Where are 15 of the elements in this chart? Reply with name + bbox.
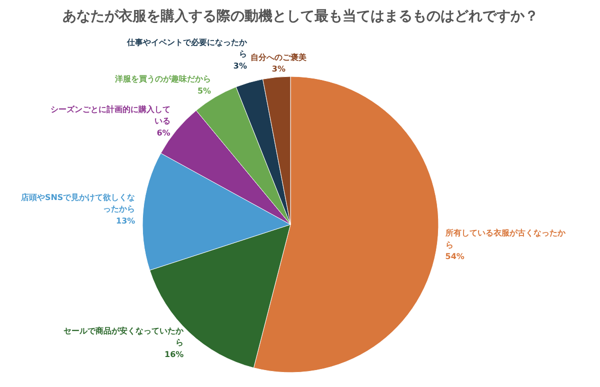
slice-label: 洋服を買うのが趣味だから: [114, 74, 212, 84]
slice-label: 自分へのご褒美: [250, 52, 307, 62]
chart-title: あなたが衣服を購入する際の動機として最も当てはまるものはどれですか？: [62, 8, 538, 24]
slice-label: 仕事やイベントで必要になったから: [126, 38, 248, 59]
data-label: 3%: [233, 61, 247, 70]
data-label: 6%: [156, 128, 170, 138]
slice-label: 店頭やSNSで見かけて欲しくなったから: [20, 192, 136, 214]
data-label: 13%: [116, 216, 136, 226]
data-label: 16%: [164, 350, 184, 359]
slice-label: セールで商品が安くなっていたから: [64, 325, 185, 348]
data-label: 5%: [198, 86, 212, 96]
data-label: 54%: [445, 252, 464, 262]
slice-label: 所有している衣服が古くなったから: [444, 228, 566, 250]
data-label: 3%: [272, 64, 286, 74]
slice-label: シーズンごとに計画的に購入している: [50, 105, 170, 126]
